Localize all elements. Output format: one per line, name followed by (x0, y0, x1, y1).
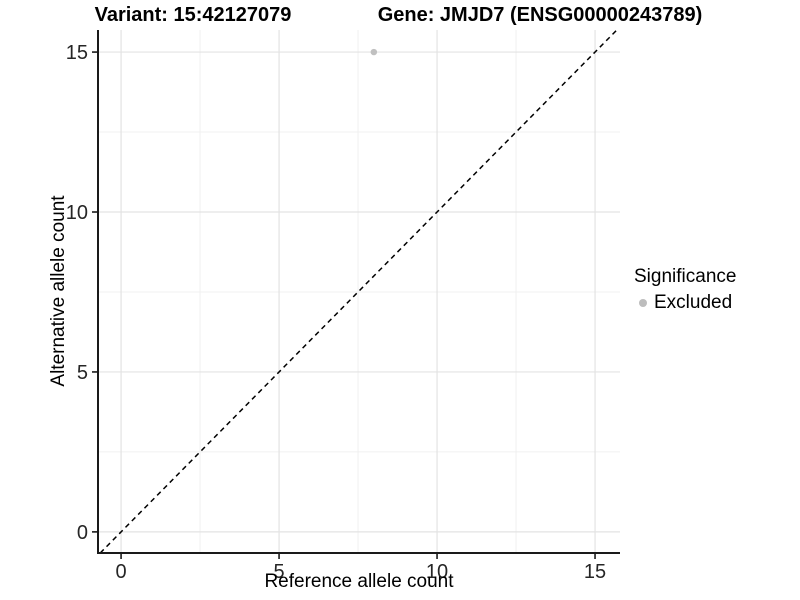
y-tick-label: 15 (66, 42, 88, 64)
x-tick-label: 0 (116, 561, 127, 583)
x-axis-label: Reference allele count (264, 571, 454, 592)
data-point (370, 48, 378, 56)
y-tick-label: 10 (66, 202, 88, 224)
y-tick-label: 0 (77, 522, 88, 544)
x-tick-label: 5 (273, 561, 284, 583)
identity-reference-line (99, 29, 618, 554)
legend: Significance Excluded (634, 266, 736, 314)
x-tick-label: 10 (426, 561, 448, 583)
legend-title: Significance (634, 266, 737, 287)
x-tick-label: 15 (584, 561, 606, 583)
y-tick-label: 5 (77, 362, 88, 384)
excluded-marker-icon (639, 299, 647, 307)
legend-key (634, 294, 652, 312)
y-axis-label: Alternative allele count (48, 195, 69, 387)
plot-title-variant: Variant: 15:42127079 (94, 4, 292, 26)
plot-title-gene: Gene: JMJD7 (ENSG00000243789) (377, 4, 703, 26)
legend-item-label: Excluded (654, 292, 733, 313)
legend-item-excluded: Excluded (634, 292, 736, 314)
